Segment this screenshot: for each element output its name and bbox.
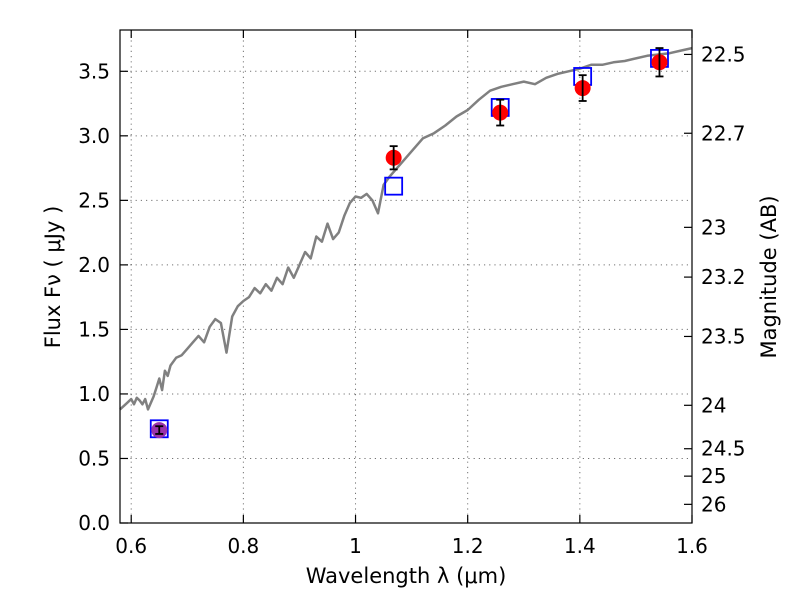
y-tick-label: 1.5 (78, 317, 110, 341)
right-tick-label: 24 (701, 393, 726, 417)
right-tick-label: 23 (701, 215, 726, 239)
x-tick-label: 1.2 (452, 534, 484, 558)
x-axis-label: Wavelength λ (μm) (306, 564, 507, 588)
right-tick-label: 23.5 (701, 324, 746, 348)
right-tick-label: 24.5 (701, 437, 746, 461)
x-tick-label: 1.4 (564, 534, 596, 558)
x-tick-label: 0.6 (115, 534, 147, 558)
y-axis-label: Flux Fν ( μJy ) (41, 206, 65, 349)
observed-layer (151, 47, 668, 439)
right-tick-label: 23.2 (701, 265, 746, 289)
y-tick-label: 2.0 (78, 253, 110, 277)
model-layer (149, 48, 669, 439)
model-point (384, 176, 404, 196)
spectrum-layer (119, 46, 693, 411)
right-tick-label: 26 (701, 492, 726, 516)
y-tick-label: 1.0 (78, 382, 110, 406)
y-tick-label: 0.0 (78, 511, 110, 535)
y-tick-label: 3.0 (78, 124, 110, 148)
plot-frame (119, 29, 693, 524)
y-tick-label: 2.5 (78, 188, 110, 212)
right-tick-label: 22.7 (701, 121, 746, 145)
x-tick-label: 1.6 (676, 534, 708, 558)
right-axis-label: Magnitude (AB) (757, 195, 781, 358)
right-tick-label: 25 (701, 464, 726, 488)
y-tick-label: 3.5 (78, 59, 110, 83)
spectrum-line (119, 46, 693, 411)
x-tick-label: 0.8 (227, 534, 259, 558)
right-tick-label: 22.5 (701, 42, 746, 66)
y-tick-label: 0.5 (78, 446, 110, 470)
grid-layer (120, 30, 693, 524)
x-tick-label: 1 (349, 534, 362, 558)
ticks-layer: 0.6 0.8 1 1.2 1.4 1.6 0.0 0.5 1.0 1.5 2.0 2.5 3.0 3.5… (78, 30, 746, 558)
